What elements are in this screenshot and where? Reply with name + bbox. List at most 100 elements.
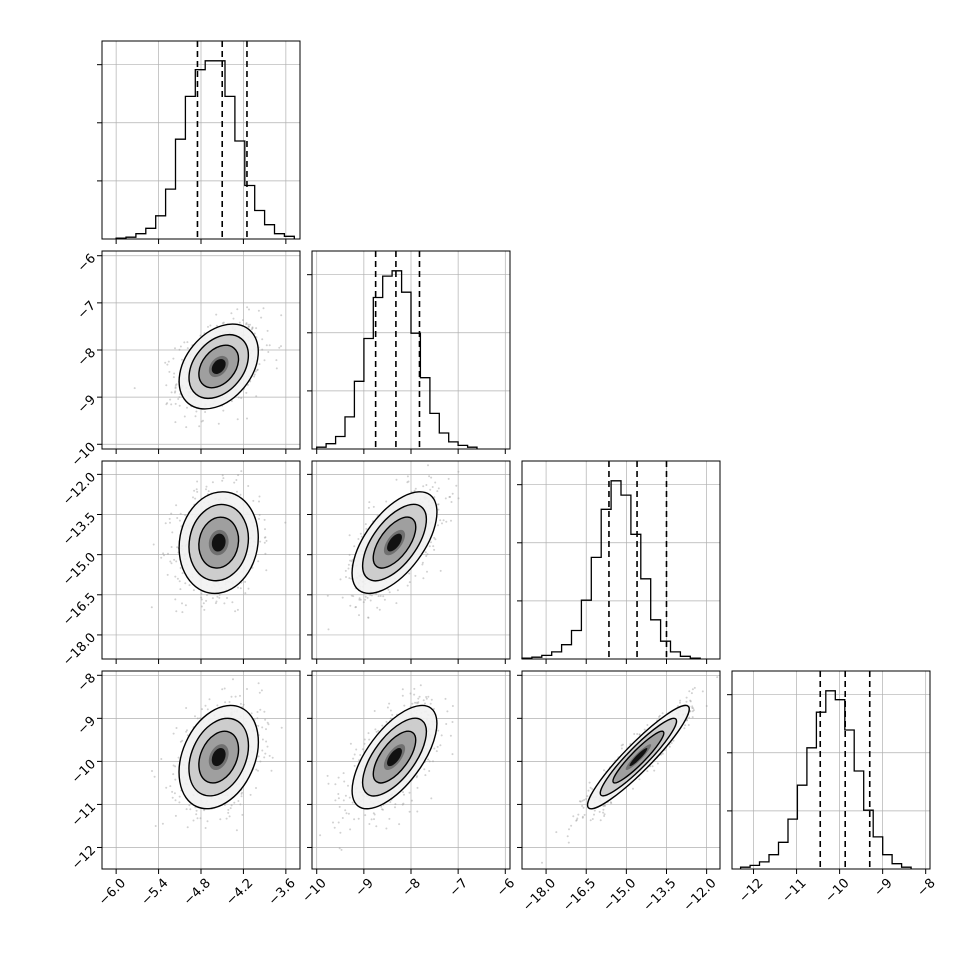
scatter-point (265, 344, 268, 347)
scatter-point (684, 724, 687, 727)
scatter-point (242, 703, 245, 706)
scatter-point (236, 490, 238, 493)
scatter-point (434, 481, 437, 484)
scatter-point (216, 704, 219, 707)
scatter-point (246, 417, 248, 420)
scatter-point (575, 819, 578, 821)
scatter-point (179, 345, 182, 348)
scatter-point (579, 800, 582, 803)
scatter-point (425, 697, 428, 700)
scatter-point (192, 819, 195, 822)
scatter-point (416, 775, 419, 778)
scatter-point (257, 682, 260, 685)
scatter-point (221, 322, 224, 325)
scatter-point (685, 696, 688, 699)
scatter-point (427, 464, 429, 467)
scatter-point (583, 813, 586, 816)
scatter-point (200, 420, 203, 423)
scatter-point (586, 795, 589, 798)
scatter-point (211, 481, 214, 484)
scatter-point (688, 716, 691, 719)
scatter-point (256, 717, 259, 720)
scatter-point (423, 768, 426, 771)
scatter-point (369, 593, 372, 596)
scatter-point (263, 536, 266, 539)
scatter-point (430, 541, 432, 544)
scatter-point (249, 793, 252, 796)
scatter-point (319, 834, 322, 837)
x-tick-label-2-4: −12.0 (681, 876, 720, 915)
scatter-point (199, 817, 202, 820)
scatter-point (237, 800, 240, 802)
scatter-point (432, 760, 434, 763)
scatter-point (224, 701, 227, 704)
scatter-point (222, 409, 225, 412)
scatter-point (169, 785, 172, 788)
scatter-point (332, 821, 334, 824)
scatter-point (250, 328, 253, 331)
scatter-point (435, 750, 438, 753)
scatter-point (685, 700, 688, 703)
density-panel-0-1 (97, 250, 301, 454)
scatter-point (433, 496, 436, 499)
scatter-point (357, 817, 360, 820)
scatter-point (174, 575, 177, 578)
scatter-point (382, 595, 385, 598)
scatter-point (236, 608, 239, 611)
scatter-point (439, 569, 442, 572)
scatter-point (164, 522, 167, 525)
scatter-point (193, 489, 196, 492)
scatter-point (271, 756, 274, 759)
scatter-point (247, 587, 250, 590)
scatter-point (439, 519, 442, 522)
scatter-point (245, 323, 248, 326)
histogram-line-2 (521, 480, 701, 659)
scatter-point (411, 702, 414, 705)
scatter-point (203, 809, 206, 812)
scatter-point (230, 695, 233, 698)
scatter-point (638, 778, 641, 781)
scatter-point (419, 684, 422, 687)
scatter-point (185, 808, 188, 811)
scatter-point (237, 396, 240, 399)
scatter-point (646, 770, 649, 773)
scatter-point (439, 744, 442, 747)
scatter-point (255, 395, 258, 398)
scatter-point (375, 730, 378, 733)
scatter-point (264, 752, 267, 755)
scatter-point (207, 490, 210, 493)
scatter-point (402, 791, 404, 794)
scatter-point (432, 545, 435, 548)
scatter-point (355, 748, 358, 751)
scatter-point (434, 538, 437, 541)
scatter-point (457, 497, 460, 500)
histogram-panel-3 (727, 670, 931, 874)
scatter-point (178, 396, 181, 399)
scatter-point (200, 596, 203, 599)
scatter-point (413, 693, 416, 696)
scatter-point (217, 422, 220, 425)
scatter-point (170, 546, 173, 548)
scatter-point (632, 787, 634, 790)
scatter-point (344, 569, 347, 572)
scatter-point (253, 332, 256, 335)
scatter-point (214, 602, 217, 605)
scatter-point (174, 814, 177, 817)
scatter-point (373, 818, 375, 821)
scatter-point (450, 501, 453, 503)
scatter-point (240, 795, 243, 798)
panel-frame (731, 670, 931, 870)
scatter-point (333, 826, 336, 829)
scatter-point (233, 801, 236, 804)
scatter-point (172, 357, 175, 360)
scatter-point (353, 818, 356, 821)
scatter-point (183, 341, 186, 344)
density-panel-0-2 (97, 460, 301, 664)
scatter-point (347, 567, 350, 570)
scatter-point (258, 363, 261, 366)
scatter-point (230, 312, 233, 315)
scatter-point (437, 487, 440, 490)
scatter-point (251, 326, 254, 329)
scatter-point (171, 796, 174, 799)
scatter-point (229, 807, 232, 810)
